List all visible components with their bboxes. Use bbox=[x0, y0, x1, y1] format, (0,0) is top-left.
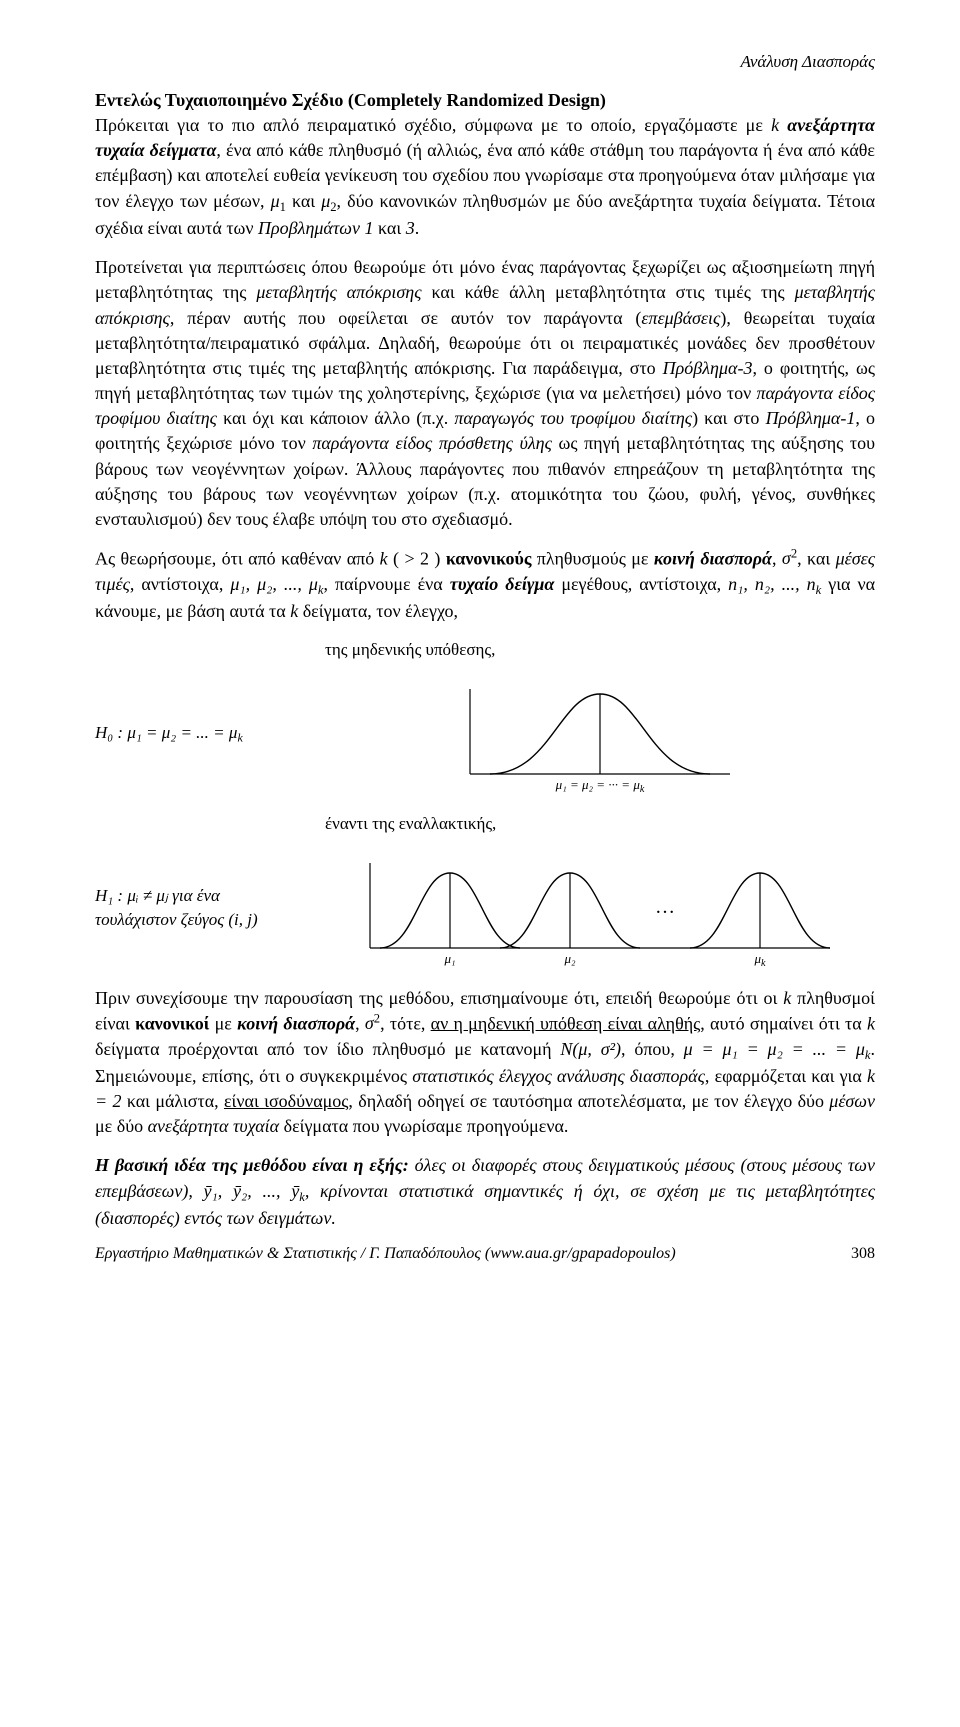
p3-m: δείγματα, τον έλεγχο, bbox=[298, 601, 458, 621]
svg-text:μ₂: μ₂ bbox=[563, 951, 576, 966]
p3-k: k bbox=[380, 548, 388, 568]
p3-ns: n₁, n₂, ..., nk bbox=[728, 574, 821, 594]
p3-c: πληθυσμούς με bbox=[531, 548, 653, 568]
p4-e: , τότε, bbox=[380, 1013, 431, 1033]
p4-mueq: μ = μ₁ = μ₂ = ... = μk bbox=[684, 1039, 871, 1059]
p1-and: και bbox=[286, 191, 321, 211]
p1-probs: Προβλημάτων 1 bbox=[258, 218, 373, 238]
section-title: Εντελώς Τυχαιοποιημένο Σχέδιο (Completel… bbox=[95, 90, 606, 110]
p3-b: κανονικούς bbox=[446, 548, 532, 568]
p4-d: , bbox=[355, 1013, 365, 1033]
p1-three: 3 bbox=[406, 218, 415, 238]
p2-i: ) και στο bbox=[692, 408, 766, 428]
bell-curve-alt: μ₁ μ₂ … μk bbox=[360, 848, 840, 968]
p4-scan: στατιστικός έλεγχος ανάλυσης διασποράς bbox=[412, 1066, 705, 1086]
p2-h: παραγωγός του τροφίμου διαίτης bbox=[454, 408, 692, 428]
p3-k2: k bbox=[290, 601, 298, 621]
p2-k: παράγοντα είδος πρόσθετης ύλης bbox=[312, 433, 552, 453]
p4-j: , εφαρμόζεται και για bbox=[705, 1066, 867, 1086]
paragraph-3: Ας θεωρήσουμε, ότι από καθέναν από k ( >… bbox=[95, 546, 875, 624]
h1-expression: H₁ : μᵢ ≠ μⱼ για ένα τουλάχιστον ζεύγος … bbox=[95, 884, 325, 932]
null-chart: μ₁ = μ₂ = ··· = μk bbox=[325, 674, 875, 794]
p4-k2: k bbox=[867, 1013, 875, 1033]
p4-N: N(μ, σ²) bbox=[560, 1039, 621, 1059]
p4-n: με δύο bbox=[95, 1116, 148, 1136]
p5-lead: Η βασική ιδέα της μεθόδου είναι η εξής: bbox=[95, 1155, 409, 1175]
p4-c: με bbox=[209, 1013, 237, 1033]
p3-i: , παίρνουμε ένα bbox=[324, 574, 450, 594]
running-header: Ανάλυση Διασποράς bbox=[95, 50, 875, 74]
p2-b: και κάθε άλλη μεταβλητότητα στις τιμές τ… bbox=[422, 282, 795, 302]
p1-text-a: Πρόκειται για το πιο απλό πειραματικό σχ… bbox=[95, 115, 771, 135]
p3-gt2: ( > 2 ) bbox=[388, 548, 446, 568]
p3-mus: μ₁, μ₂, ..., μk bbox=[230, 574, 323, 594]
bell-curve-null: μ₁ = μ₂ = ··· = μk bbox=[450, 674, 750, 794]
null-hypothesis-label: της μηδενικής υπόθεσης, bbox=[325, 638, 875, 662]
p1-mu1: μ1 bbox=[271, 191, 286, 211]
p4-g: δείγματα προέρχονται από τον ίδιο πληθυσ… bbox=[95, 1039, 560, 1059]
p4-eq: είναι ισοδύναμος bbox=[224, 1091, 348, 1111]
svg-text:…: … bbox=[655, 896, 675, 918]
footer-left: Εργαστήριο Μαθηματικών & Στατιστικής / Γ… bbox=[95, 1243, 676, 1265]
p1-k: k bbox=[771, 115, 779, 135]
p3-j: μεγέθους, αντίστοιχα, bbox=[554, 574, 728, 594]
p4-f: , αυτό σημαίνει ότι τα bbox=[700, 1013, 867, 1033]
p2-pr3: Πρόβλημα-3 bbox=[663, 358, 753, 378]
p3-a: Ας θεωρήσουμε, ότι από καθέναν από bbox=[95, 548, 380, 568]
p3-f: , και bbox=[797, 548, 836, 568]
alt-hypothesis-label: έναντι της εναλλακτικής, bbox=[325, 812, 875, 836]
p4-h: , όπου, bbox=[621, 1039, 684, 1059]
p2-g: και όχι και κάποιον άλλο (π.χ. bbox=[217, 408, 454, 428]
paragraph-5: Η βασική ιδέα της μεθόδου είναι η εξής: … bbox=[95, 1153, 875, 1231]
p2-mv: μεταβλητής απόκρισης bbox=[256, 282, 421, 302]
svg-text:μ₁ = μ₂ = ··· = μk: μ₁ = μ₂ = ··· = μk bbox=[555, 777, 645, 794]
p2-c: , πέραν αυτής που οφείλεται σε αυτόν τον… bbox=[170, 308, 642, 328]
alt-hypothesis-block: H₁ : μᵢ ≠ μⱼ για ένα τουλάχιστον ζεύγος … bbox=[95, 848, 875, 968]
p4-ul: αν η μηδενική υπόθεση είναι αληθής bbox=[431, 1013, 701, 1033]
alt-chart: μ₁ μ₂ … μk bbox=[325, 848, 875, 968]
p3-rand: τυχαίο δείγμα bbox=[450, 574, 555, 594]
p4-norm: κανονικοί bbox=[135, 1013, 209, 1033]
section-title-paragraph: Εντελώς Τυχαιοποιημένο Σχέδιο (Completel… bbox=[95, 88, 875, 241]
p3-d: κοινή διασπορά bbox=[654, 548, 772, 568]
page-footer: Εργαστήριο Μαθηματικών & Στατιστικής / Γ… bbox=[95, 1243, 875, 1265]
null-hypothesis-block: H₀ : μ₁ = μ₂ = ... = μk μ₁ = μ₂ = ··· = … bbox=[95, 674, 875, 794]
paragraph-2: Προτείνεται για περιπτώσεις όπου θεωρούμ… bbox=[95, 255, 875, 532]
page-number: 308 bbox=[851, 1243, 875, 1265]
p4-cd: κοινή διασπορά bbox=[237, 1013, 355, 1033]
p4-ind: ανεξάρτητα τυχαία bbox=[148, 1116, 279, 1136]
p2-ep: επεμβάσεις bbox=[641, 308, 720, 328]
p3-sigma: σ2 bbox=[782, 548, 797, 568]
p4-a: Πριν συνεχίσουμε την παρουσίαση της μεθό… bbox=[95, 988, 783, 1008]
p4-means: μέσων bbox=[829, 1091, 875, 1111]
p2-pr1: Πρόβλημα-1 bbox=[766, 408, 856, 428]
p4-m: , δηλαδή οδηγεί σε ταυτόσημα αποτελέσματ… bbox=[348, 1091, 829, 1111]
svg-text:μ₁: μ₁ bbox=[443, 951, 455, 966]
p4-sigma: σ2 bbox=[365, 1013, 380, 1033]
p3-h: , αντίστοιχα, bbox=[130, 574, 230, 594]
paragraph-4: Πριν συνεχίσουμε την παρουσίαση της μεθό… bbox=[95, 986, 875, 1140]
p1-e: και bbox=[374, 218, 406, 238]
p1-mu2: μ2 bbox=[321, 191, 336, 211]
p1-dot: . bbox=[415, 218, 420, 238]
p5-ys: ȳ₁, ȳ₂, ..., ȳk bbox=[204, 1181, 305, 1201]
svg-text:μk: μk bbox=[754, 951, 767, 968]
p4-l: και μάλιστα, bbox=[121, 1091, 223, 1111]
h0-expression: H₀ : μ₁ = μ₂ = ... = μk bbox=[95, 721, 325, 746]
p4-o: δείγματα που γνωρίσαμε προηγούμενα. bbox=[279, 1116, 568, 1136]
p3-e: , bbox=[772, 548, 782, 568]
